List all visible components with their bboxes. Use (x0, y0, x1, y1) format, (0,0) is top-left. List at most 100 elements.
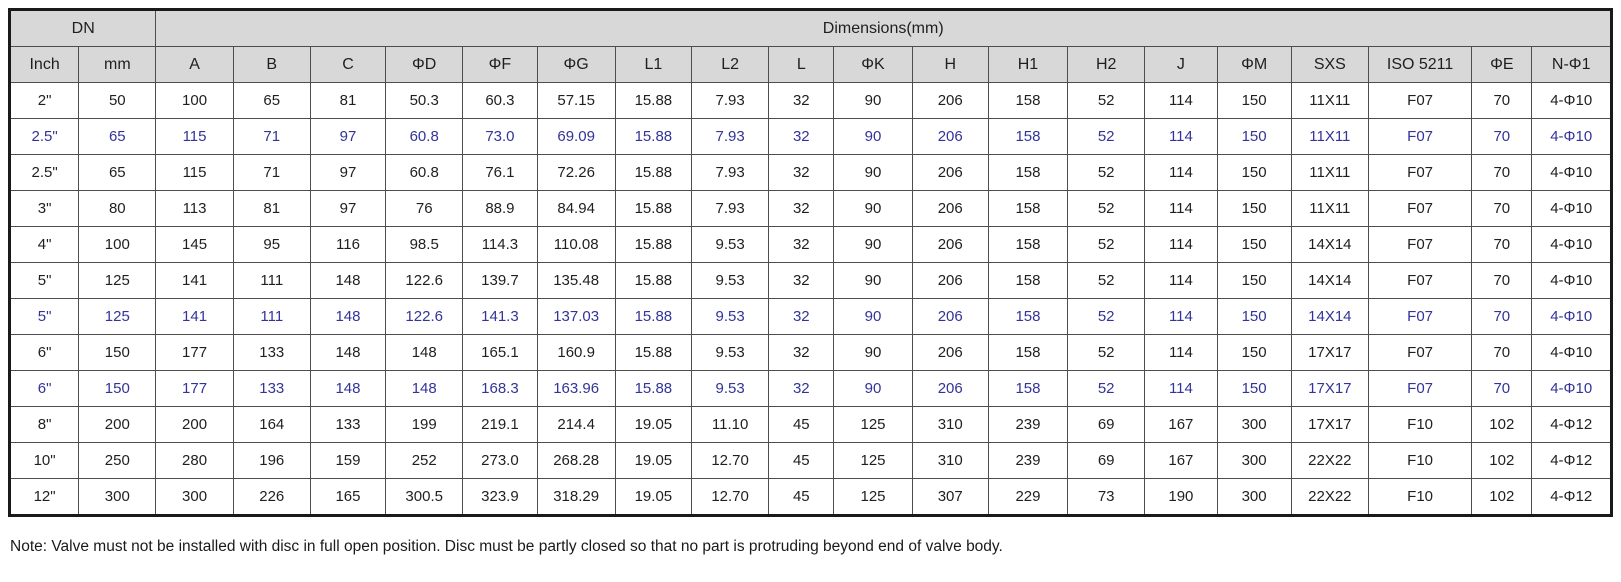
table-cell: 145 (155, 226, 234, 263)
table-header: DN Dimensions(mm) Inch mm A B C ΦD ΦF ΦG L1 L2 L ΦK… (8, 9, 1612, 83)
column-header-inch: Inch (8, 46, 80, 83)
table-cell: 115 (155, 154, 234, 191)
table-cell: 9.53 (690, 334, 770, 371)
table-cell: 65 (78, 154, 157, 191)
table-cell: 3" (8, 190, 80, 227)
table-cell: 97 (309, 118, 387, 155)
table-cell: 7.93 (690, 190, 770, 227)
table-cell: 97 (309, 154, 387, 191)
table-cell: 148 (385, 370, 464, 407)
table-cell: 158 (987, 118, 1069, 155)
table-cell: 15.88 (614, 334, 692, 371)
table-body: 2" 50 100 65 81 50.3 60.3 57.15 15.88 7.93 32 90 206… (8, 82, 1612, 516)
table-cell: 71 (232, 118, 311, 155)
table-cell: 150 (1216, 226, 1292, 263)
table-cell: 165.1 (462, 334, 538, 371)
table-cell: 15.88 (614, 298, 692, 335)
table-cell: 239 (987, 442, 1069, 479)
table-cell: 5" (8, 262, 80, 299)
column-header-g: ΦG (536, 46, 616, 83)
table-cell: 45 (768, 478, 835, 516)
table-cell: 2" (8, 82, 80, 119)
table-cell: F07 (1367, 334, 1473, 371)
table-cell: 300 (78, 478, 157, 516)
table-cell: 139.7 (462, 262, 538, 299)
table-cell: 206 (911, 82, 989, 119)
table-cell: 148 (309, 334, 387, 371)
table-cell: 11X11 (1290, 190, 1369, 227)
table-cell: 95 (232, 226, 311, 263)
table-cell: 11X11 (1290, 82, 1369, 119)
table-cell: 141 (155, 298, 234, 335)
table-cell: 280 (155, 442, 234, 479)
table-cell: 318.29 (536, 478, 616, 516)
table-row: 2" 50 100 65 81 50.3 60.3 57.15 15.88 7.93 32 90 206… (8, 82, 1612, 119)
table-cell: 98.5 (385, 226, 464, 263)
table-cell: 11.10 (690, 406, 770, 443)
table-cell: 125 (78, 262, 157, 299)
table-cell: 6" (8, 370, 80, 407)
table-cell: 206 (911, 226, 989, 263)
table-cell: 177 (155, 370, 234, 407)
table-cell: 150 (1216, 82, 1292, 119)
table-row: 8" 200 200 164 133 199 219.1 214.4 19.05 11.10 45 1… (8, 406, 1612, 443)
table-cell: 5" (8, 298, 80, 335)
table-cell: 70 (1471, 154, 1533, 191)
table-cell: 206 (911, 334, 989, 371)
table-cell: 90 (833, 262, 913, 299)
table-cell: 167 (1144, 442, 1218, 479)
table-cell: 2.5" (8, 118, 80, 155)
table-cell: 159 (309, 442, 387, 479)
table-cell: 206 (911, 262, 989, 299)
table-cell: 69 (1067, 406, 1146, 443)
table-cell: 70 (1471, 118, 1533, 155)
table-cell: 32 (768, 298, 835, 335)
table-cell: 19.05 (614, 442, 692, 479)
column-header-h1: H1 (987, 46, 1069, 83)
column-header-l: L (768, 46, 835, 83)
table-cell: 113 (155, 190, 234, 227)
table-cell: 4-Φ10 (1531, 82, 1612, 119)
table-cell: 148 (309, 370, 387, 407)
column-header-l1: L1 (614, 46, 692, 83)
table-cell: 45 (768, 442, 835, 479)
table-cell: 114 (1144, 370, 1218, 407)
table-cell: 65 (232, 82, 311, 119)
footnote: Note: Valve must not be installed with d… (10, 538, 1003, 555)
table-cell: 250 (78, 442, 157, 479)
table-cell: 70 (1471, 370, 1533, 407)
table-cell: 60.8 (385, 154, 464, 191)
table-cell: 102 (1471, 478, 1533, 516)
table-cell: 15.88 (614, 262, 692, 299)
table-cell: 50 (78, 82, 157, 119)
table-cell: 206 (911, 154, 989, 191)
table-cell: 148 (309, 262, 387, 299)
table-cell: 114.3 (462, 226, 538, 263)
table-cell: 4-Φ12 (1531, 442, 1612, 479)
column-header-n-1: N-Φ1 (1531, 46, 1612, 83)
table-cell: 167 (1144, 406, 1218, 443)
table-cell: 69 (1067, 442, 1146, 479)
table-cell: 10" (8, 442, 80, 479)
table-cell: 14X14 (1290, 226, 1369, 263)
table-cell: 73.0 (462, 118, 538, 155)
table-cell: 199 (385, 406, 464, 443)
column-header-h2: H2 (1067, 46, 1146, 83)
table-cell: 90 (833, 190, 913, 227)
table-cell: 158 (987, 334, 1069, 371)
table-cell: 7.93 (690, 118, 770, 155)
column-header-a: A (155, 46, 234, 83)
table-cell: 307 (911, 478, 989, 516)
table-cell: 137.03 (536, 298, 616, 335)
table-cell: 65 (78, 118, 157, 155)
table-cell: 310 (911, 406, 989, 443)
table-cell: 300.5 (385, 478, 464, 516)
table-row: 6" 150 177 133 148 148 168.3 163.96 15.88 9.53 32 9… (8, 370, 1612, 407)
table-cell: 70 (1471, 262, 1533, 299)
table-cell: F07 (1367, 190, 1473, 227)
table-cell: 141.3 (462, 298, 538, 335)
table-cell: 200 (155, 406, 234, 443)
table-cell: 32 (768, 370, 835, 407)
table-cell: 15.88 (614, 82, 692, 119)
